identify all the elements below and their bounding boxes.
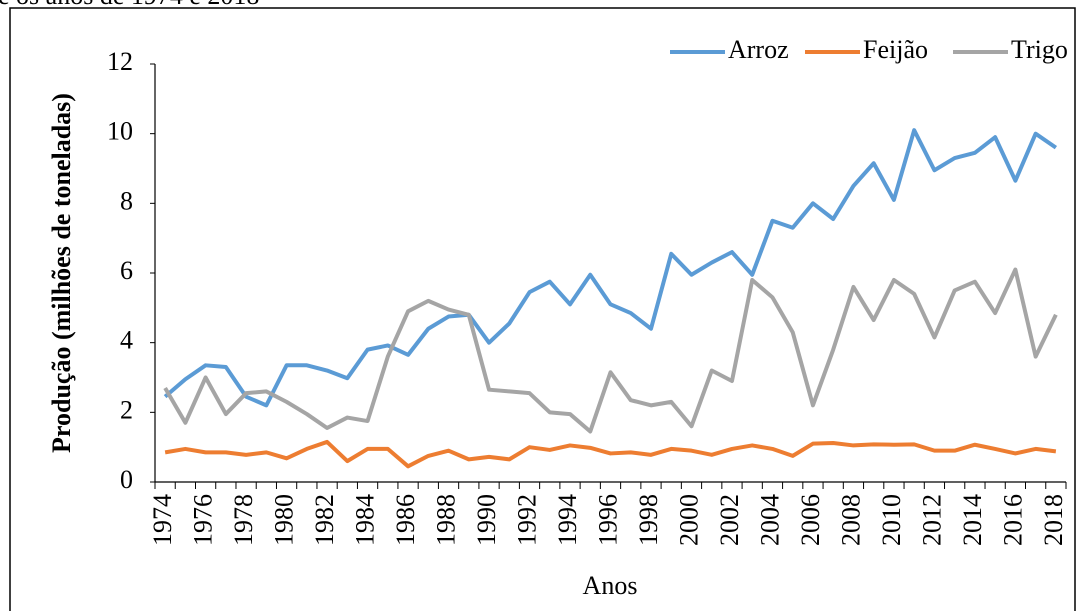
x-tick-label: 1986 [391,494,420,546]
x-tick-label: 1994 [553,494,582,546]
x-tick-label: 2018 [1039,494,1068,546]
series-line [163,128,1058,408]
legend-label: Trigo [1011,35,1068,64]
y-tick-label: 6 [120,256,133,285]
y-tick-label: 4 [120,326,133,355]
x-tick-label: 1984 [351,494,380,546]
x-tick-label: 2002 [715,494,744,546]
x-tick-label: 2004 [755,494,784,546]
x-tick-label: 1982 [310,494,339,546]
series-line [163,267,1058,434]
y-axis-title: Produção (milhões de toneladas) [47,93,76,453]
caption: e os anos de 1974 e 2018 [0,0,259,10]
y-tick-label: 12 [107,47,133,76]
x-tick-label: 2000 [674,494,703,546]
x-tick-label: 2010 [877,494,906,546]
x-tick-label: 2016 [998,494,1027,546]
y-tick-label: 2 [120,395,133,424]
y-tick-label: 8 [120,186,133,215]
x-tick-label: 1976 [189,494,218,546]
legend-label: Arroz [728,35,789,64]
x-axis-title: Anos [583,571,638,600]
series-line [164,439,1057,469]
legend-label: Feijão [863,35,928,64]
x-tick-label: 1980 [270,494,299,546]
x-tick-label: 1990 [472,494,501,546]
x-tick-label: 2006 [796,494,825,546]
x-tick-label: 2008 [836,494,865,546]
x-tick-label: 1974 [148,494,177,546]
y-tick-label: 0 [120,465,133,494]
x-tick-label: 1996 [593,494,622,546]
x-tick-label: 2014 [958,494,987,546]
chart-frame [9,7,1076,611]
x-tick-label: 2012 [917,494,946,546]
x-tick-label: 1992 [512,494,541,546]
x-tick-label: 1978 [229,494,258,546]
x-tick-label: 1988 [432,494,461,546]
y-tick-label: 10 [107,117,133,146]
x-tick-label: 1998 [634,494,663,546]
